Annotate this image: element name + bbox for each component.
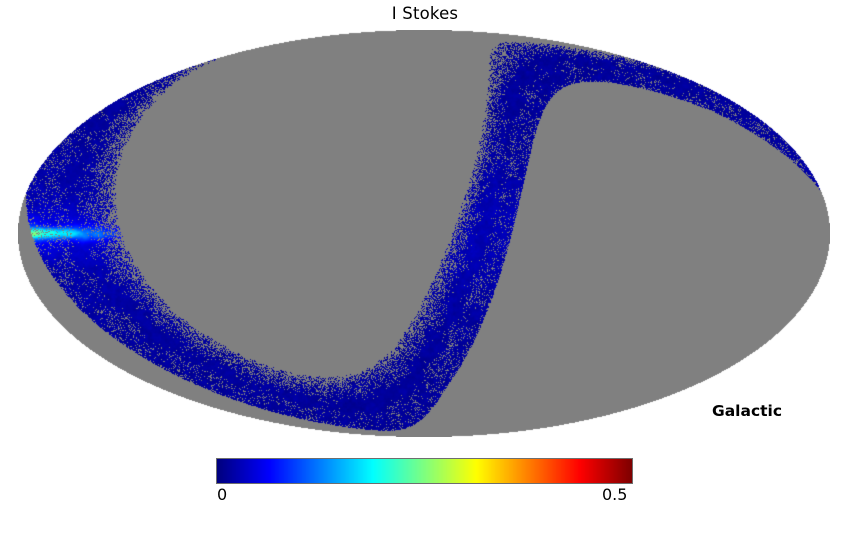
colorbar: 0 0.5 [216,458,635,504]
page-title: I Stokes [391,4,459,23]
colorbar-max-tick-label: 0.5 [602,485,628,504]
coordinate-system-label: Galactic [712,402,783,420]
colorbar-canvas [217,459,632,483]
colorbar-gradient [216,458,633,484]
colorbar-min-tick-label: 0 [217,485,228,504]
mollweide-projection-canvas [18,30,830,437]
sky-map [18,30,830,437]
